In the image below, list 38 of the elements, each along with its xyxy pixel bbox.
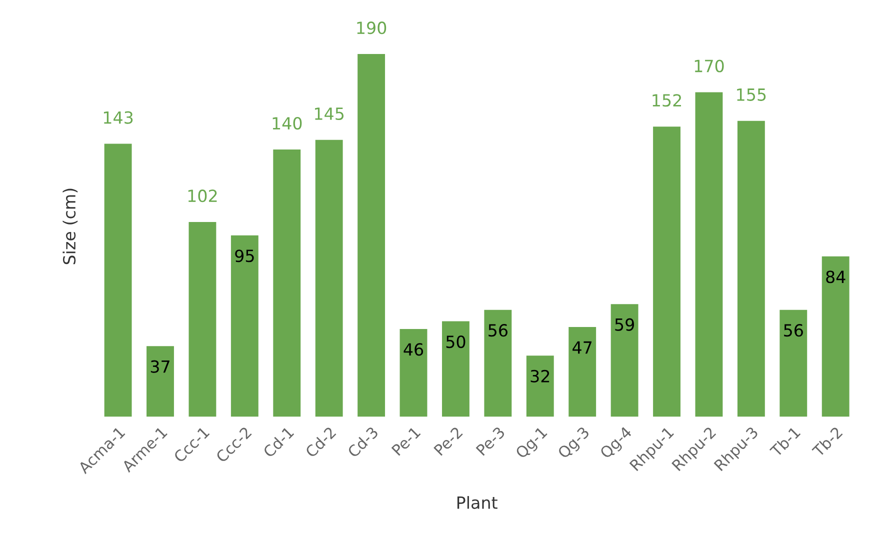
data-label: 50 — [446, 335, 466, 348]
data-label: 32 — [530, 370, 550, 382]
bar — [526, 356, 554, 417]
bar — [484, 310, 512, 417]
bar — [653, 126, 680, 417]
data-label: 155 — [737, 88, 766, 101]
bar — [400, 328, 428, 417]
bar — [780, 310, 808, 417]
data-label: 102 — [188, 190, 217, 202]
data-label: 47 — [572, 341, 592, 354]
bar — [146, 346, 174, 417]
data-label: 152 — [652, 94, 681, 107]
bar — [822, 256, 850, 417]
bar — [230, 235, 258, 417]
data-label: 140 — [272, 116, 302, 130]
bar — [315, 140, 343, 417]
x-axis-title: Plant — [457, 496, 498, 509]
data-label: 84 — [826, 270, 846, 284]
data-label: 59 — [615, 318, 634, 331]
data-label: 145 — [315, 108, 344, 120]
data-label: 37 — [150, 360, 170, 373]
data-label: 46 — [404, 343, 424, 356]
data-label: 95 — [235, 250, 254, 262]
bar — [695, 92, 723, 417]
data-label: 56 — [488, 324, 508, 337]
bar — [358, 54, 386, 417]
data-label: 190 — [357, 22, 386, 34]
data-label: 143 — [104, 111, 133, 124]
bar — [104, 144, 132, 417]
bar — [610, 304, 638, 417]
bar — [442, 321, 470, 417]
bar — [188, 222, 216, 417]
bar — [273, 149, 301, 417]
data-label: 56 — [784, 324, 803, 337]
y-axis-title: Size (cm) — [62, 188, 78, 264]
data-label: 170 — [694, 60, 724, 72]
bar — [568, 327, 596, 417]
bar — [737, 120, 765, 417]
